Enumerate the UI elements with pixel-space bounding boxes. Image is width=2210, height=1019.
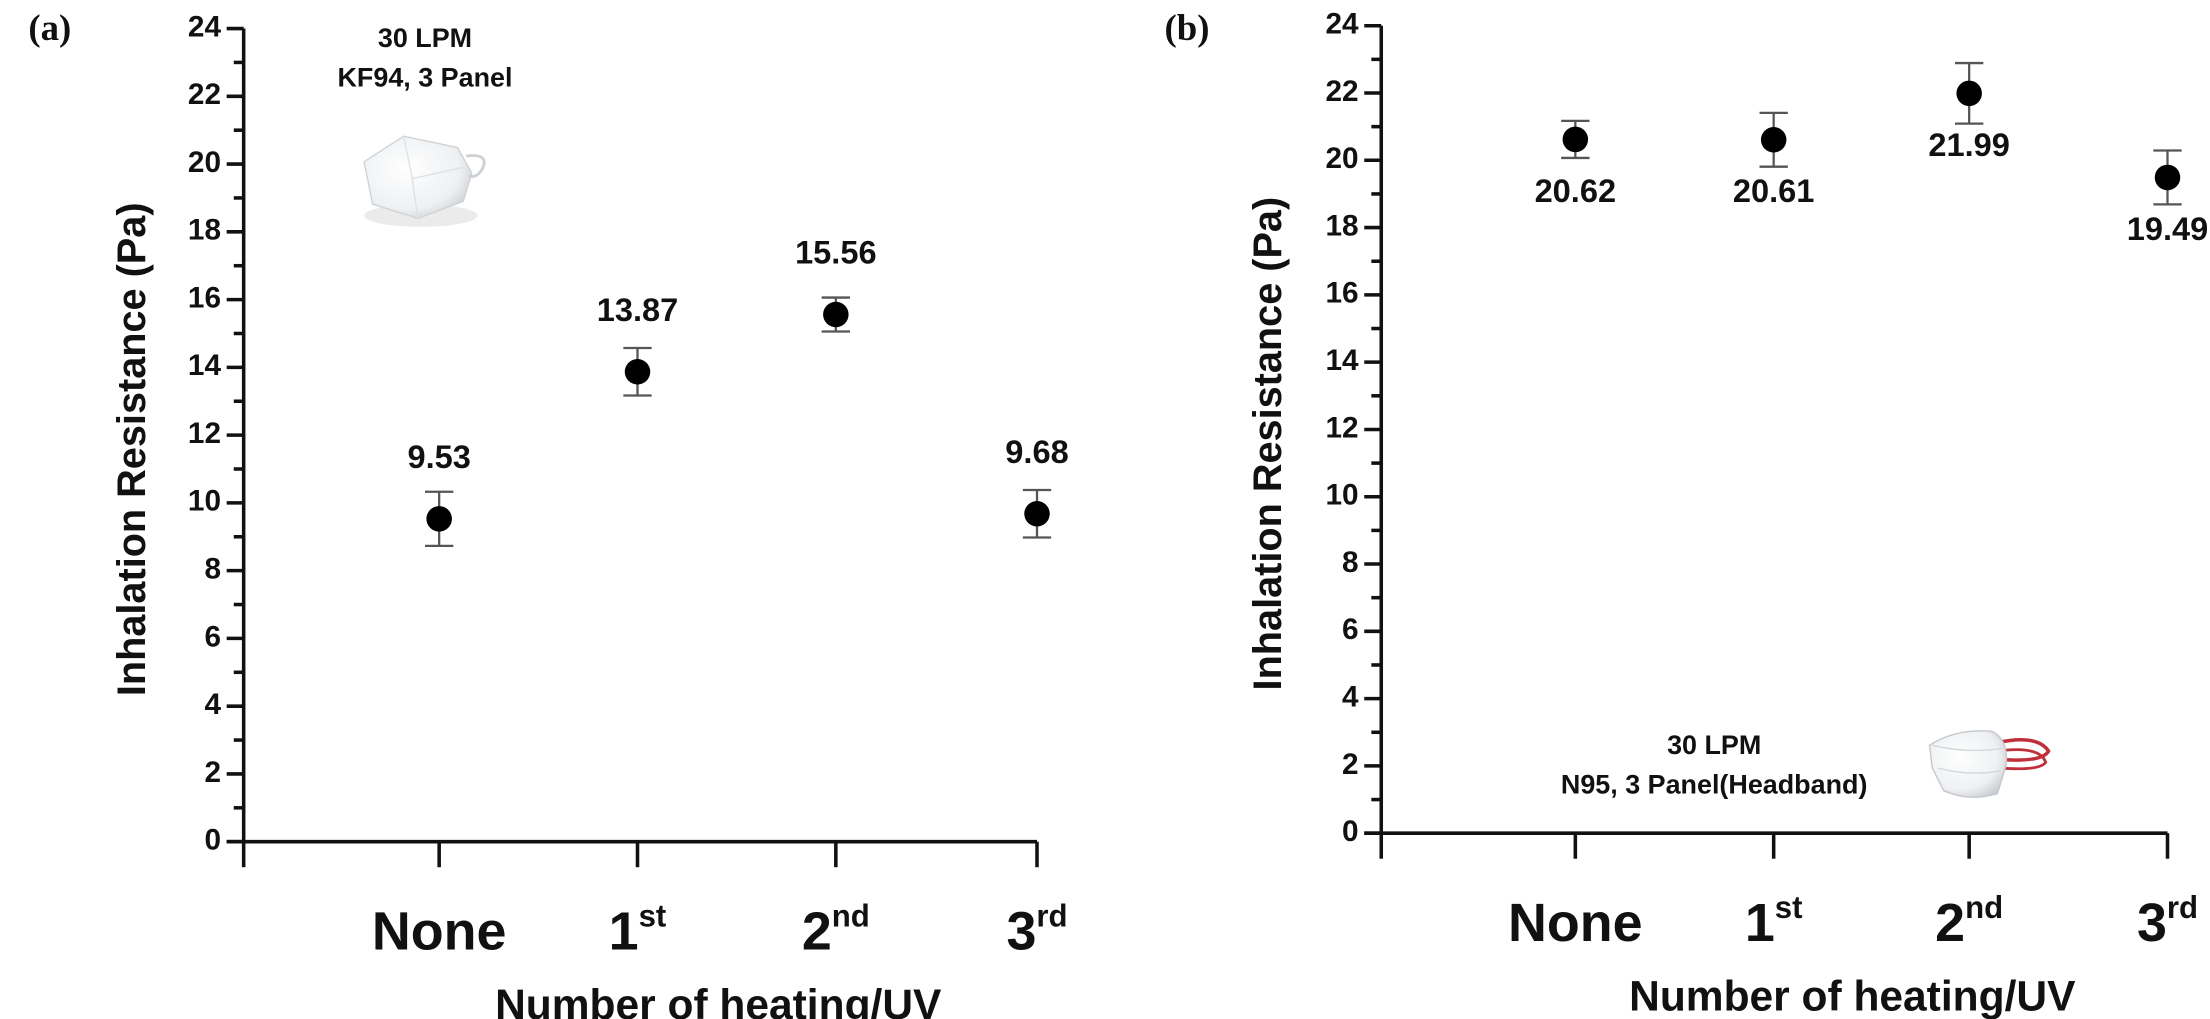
data-point (823, 301, 849, 328)
y-tick-label: 10 (1325, 479, 1358, 512)
data-label: 9.68 (1005, 434, 1068, 470)
data-point (426, 506, 452, 532)
x-axis-title: Number of heating/UV (1629, 973, 2076, 1019)
y-tick-label: 0 (204, 824, 221, 857)
panel-label: (b) (1165, 7, 1210, 48)
y-tick-label: 6 (1342, 613, 1359, 646)
mask-headband-lower (1997, 748, 2048, 771)
y-tick-label: 2 (1342, 748, 1359, 781)
x-tick-label: 1st (1745, 890, 1803, 953)
x-tick-label: None (372, 901, 507, 961)
y-axis-title: Inhalation Resistance (Pa) (1246, 197, 1290, 691)
y-tick-label: 20 (188, 146, 221, 179)
data-point (1956, 80, 1982, 107)
panel-label: (a) (28, 7, 71, 48)
y-tick-label: 8 (1342, 546, 1359, 579)
y-tick-label: 4 (204, 688, 221, 721)
x-tick-label: 2nd (802, 899, 870, 962)
data-point (1760, 127, 1787, 153)
mask-body (1928, 730, 2008, 798)
annotation-text: N95, 3 Panel(Headband) (1561, 770, 1868, 800)
y-tick-label: 6 (204, 620, 221, 653)
x-tick-label: 2nd (1935, 890, 2003, 953)
data-point (1562, 126, 1589, 153)
y-tick-label: 8 (204, 553, 221, 586)
y-tick-label: 16 (1325, 277, 1358, 310)
y-tick-label: 2 (204, 756, 221, 789)
y-tick-label: 4 (1342, 680, 1359, 713)
y-tick-label: 12 (1325, 411, 1358, 444)
annotation-text: KF94, 3 Panel (338, 63, 513, 93)
mask-headband (1997, 737, 2051, 762)
y-tick-label: 0 (1342, 815, 1359, 848)
y-tick-label: 22 (1325, 75, 1358, 108)
y-tick-label: 16 (188, 281, 221, 314)
data-label: 21.99 (1928, 127, 2010, 163)
x-tick-label: 3rd (1006, 899, 1067, 962)
data-label: 15.56 (795, 235, 877, 271)
mask-fold (1932, 744, 2004, 774)
y-tick-label: 22 (188, 78, 221, 111)
data-label: 20.62 (1535, 173, 1617, 209)
annotation-text: 30 LPM (378, 23, 472, 53)
y-tick-label: 24 (1325, 8, 1359, 41)
y-tick-label: 12 (188, 417, 221, 450)
mask-fold (403, 136, 464, 219)
data-point (624, 359, 651, 385)
data-label: 9.53 (407, 439, 470, 475)
x-tick-label: 1st (609, 899, 667, 962)
y-tick-label: 14 (1325, 344, 1359, 377)
n95-mask-image (1928, 730, 2051, 798)
x-tick-label: 3rd (2137, 890, 2198, 953)
y-tick-label: 10 (188, 485, 221, 518)
x-tick-label: None (1508, 893, 1643, 953)
y-axis-title: Inhalation Resistance (Pa) (110, 202, 154, 696)
y-tick-label: 24 (188, 10, 222, 43)
annotation-text: 30 LPM (1667, 730, 1761, 760)
y-tick-label: 18 (1325, 209, 1358, 242)
data-label: 20.61 (1733, 173, 1815, 209)
kf94-mask-image (363, 135, 486, 227)
mask-earloop (465, 154, 486, 178)
data-point (1024, 500, 1050, 527)
data-label: 19.49 (2127, 211, 2209, 247)
y-tick-label: 20 (1325, 142, 1358, 175)
y-tick-label: 18 (188, 214, 221, 247)
y-tick-label: 14 (188, 349, 222, 382)
data-point (2154, 164, 2181, 191)
data-label: 13.87 (597, 292, 679, 328)
x-axis-title: Number of heating/UV (495, 982, 942, 1019)
